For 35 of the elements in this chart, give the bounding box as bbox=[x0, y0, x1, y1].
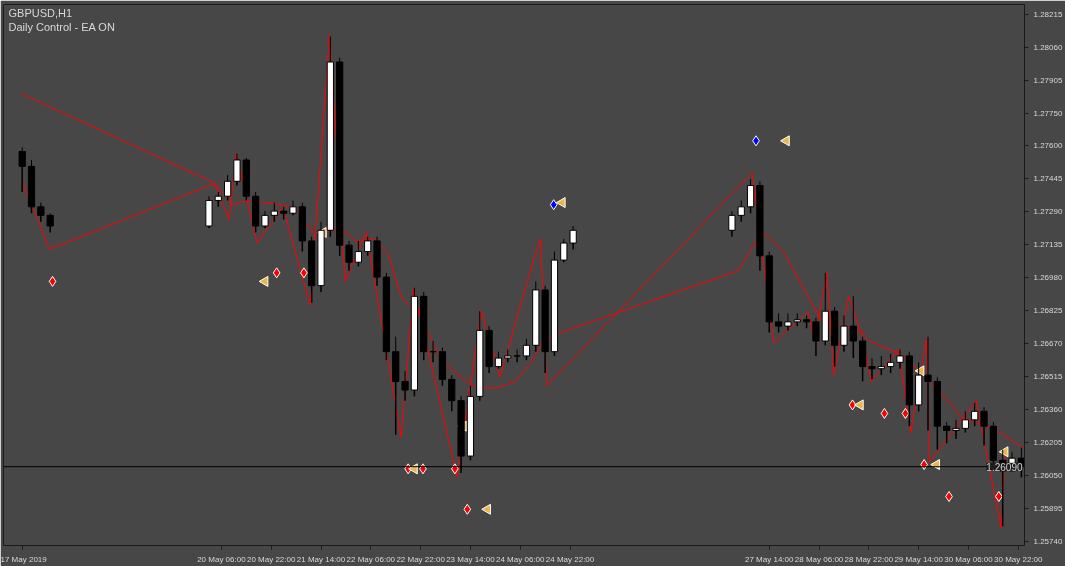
x-tick-label: 17 May 2019 bbox=[0, 554, 48, 564]
y-tick-label: 1.26670 bbox=[1033, 338, 1063, 348]
x-tick-label: 24 May 06:00 bbox=[495, 554, 546, 564]
x-tick-label: 27 May 14:00 bbox=[745, 554, 795, 564]
y-tick-label: 1.28060 bbox=[1033, 42, 1063, 52]
y-tick-label: 1.26050 bbox=[1033, 470, 1063, 480]
x-tick-label: 22 May 06:00 bbox=[346, 554, 396, 564]
y-tick-label: 1.27290 bbox=[1033, 206, 1063, 216]
y-tick-label: 1.28215 bbox=[1033, 9, 1063, 19]
y-tick-label: 1.27135 bbox=[1033, 239, 1063, 249]
chart-title: GBPUSD,H1 bbox=[8, 6, 73, 19]
y-tick-label: 1.27600 bbox=[1033, 140, 1063, 150]
y-tick-label: 1.26205 bbox=[1033, 437, 1063, 447]
y-tick-label: 1.27905 bbox=[1033, 75, 1063, 85]
x-tick-label: 22 May 22:00 bbox=[396, 554, 446, 564]
y-tick-label: 1.27750 bbox=[1033, 108, 1063, 118]
x-tick-label: 30 May 22:00 bbox=[994, 554, 1044, 564]
y-tick-label: 1.27445 bbox=[1033, 173, 1063, 183]
x-tick-label: 28 May 06:00 bbox=[794, 554, 844, 564]
x-tick-label: 20 May 06:00 bbox=[197, 554, 247, 564]
x-tick-label: 21 May 14:00 bbox=[296, 554, 346, 564]
x-tick-label: 30 May 06:00 bbox=[944, 554, 994, 564]
x-tick-label: 20 May 22:00 bbox=[246, 554, 296, 564]
x-tick-label: 24 May 22:00 bbox=[545, 554, 595, 564]
y-tick-label: 1.25895 bbox=[1033, 503, 1063, 513]
ref-line-label: 1.26090 bbox=[986, 461, 1023, 473]
text: Daily Control - EA ON bbox=[8, 20, 115, 33]
y-tick-label: 1.26825 bbox=[1033, 305, 1063, 315]
x-tick-label: 23 May 14:00 bbox=[446, 554, 496, 564]
y-tick-label: 1.26515 bbox=[1033, 371, 1063, 381]
x-tick-label: 29 May 14:00 bbox=[894, 554, 944, 564]
x-tick-label: 28 May 22:00 bbox=[844, 554, 894, 564]
y-tick-label: 1.26360 bbox=[1033, 404, 1063, 414]
y-tick-label: 1.25740 bbox=[1033, 536, 1063, 546]
y-tick-label: 1.26980 bbox=[1033, 272, 1063, 282]
